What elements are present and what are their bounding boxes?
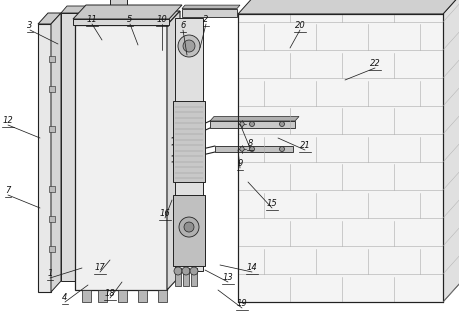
- Text: 20: 20: [295, 21, 305, 30]
- Circle shape: [183, 40, 195, 52]
- Text: 6: 6: [180, 21, 186, 30]
- Bar: [110, 0, 127, 11]
- Polygon shape: [73, 5, 182, 19]
- Text: 18: 18: [105, 289, 115, 298]
- Bar: [49, 86, 55, 92]
- Bar: [182, 9, 237, 17]
- Text: 5: 5: [127, 15, 133, 24]
- Circle shape: [240, 147, 244, 151]
- Text: 3: 3: [28, 21, 33, 30]
- Bar: [73, 19, 169, 25]
- Text: 17: 17: [95, 263, 106, 272]
- Circle shape: [184, 222, 194, 232]
- Bar: [238, 14, 443, 302]
- Bar: [175, 268, 181, 286]
- Bar: [49, 56, 55, 62]
- Circle shape: [190, 267, 198, 275]
- Circle shape: [179, 217, 199, 237]
- Bar: [98, 290, 107, 302]
- Bar: [82, 290, 91, 302]
- Polygon shape: [167, 11, 180, 290]
- Bar: [210, 121, 295, 128]
- Text: 4: 4: [62, 293, 67, 302]
- Bar: [118, 290, 127, 302]
- Polygon shape: [210, 116, 299, 121]
- Text: 8: 8: [247, 139, 253, 148]
- Circle shape: [182, 267, 190, 275]
- Bar: [49, 126, 55, 132]
- Text: 10: 10: [157, 15, 168, 24]
- Text: 21: 21: [300, 141, 310, 150]
- Bar: [49, 246, 55, 252]
- Bar: [215, 146, 293, 152]
- Bar: [138, 290, 147, 302]
- Text: 7: 7: [6, 186, 11, 195]
- Circle shape: [280, 147, 285, 151]
- Circle shape: [250, 147, 254, 151]
- Text: 13: 13: [223, 273, 233, 282]
- Text: 15: 15: [267, 199, 277, 208]
- Circle shape: [240, 122, 244, 126]
- Text: 19: 19: [237, 299, 247, 308]
- Text: 2: 2: [203, 15, 209, 24]
- Polygon shape: [443, 0, 459, 302]
- Polygon shape: [75, 11, 180, 25]
- Bar: [158, 290, 167, 302]
- Text: 1: 1: [47, 269, 53, 278]
- Polygon shape: [238, 0, 459, 14]
- Bar: [173, 195, 205, 266]
- Bar: [175, 18, 203, 271]
- Polygon shape: [182, 5, 240, 9]
- Bar: [75, 25, 167, 290]
- Polygon shape: [61, 6, 89, 13]
- Bar: [173, 101, 205, 182]
- Bar: [49, 186, 55, 192]
- Circle shape: [280, 122, 285, 126]
- Bar: [49, 216, 55, 222]
- Text: 12: 12: [3, 116, 13, 125]
- Circle shape: [178, 35, 200, 57]
- Text: 22: 22: [369, 59, 381, 68]
- Text: 11: 11: [87, 15, 97, 24]
- Bar: [183, 268, 189, 286]
- Bar: [38, 24, 51, 292]
- Circle shape: [250, 122, 254, 126]
- Bar: [61, 13, 83, 281]
- Polygon shape: [51, 13, 61, 292]
- Text: 9: 9: [237, 159, 243, 168]
- Bar: [191, 268, 197, 286]
- Text: 14: 14: [246, 263, 257, 272]
- Text: 16: 16: [160, 209, 170, 218]
- Circle shape: [174, 267, 182, 275]
- Polygon shape: [38, 13, 61, 24]
